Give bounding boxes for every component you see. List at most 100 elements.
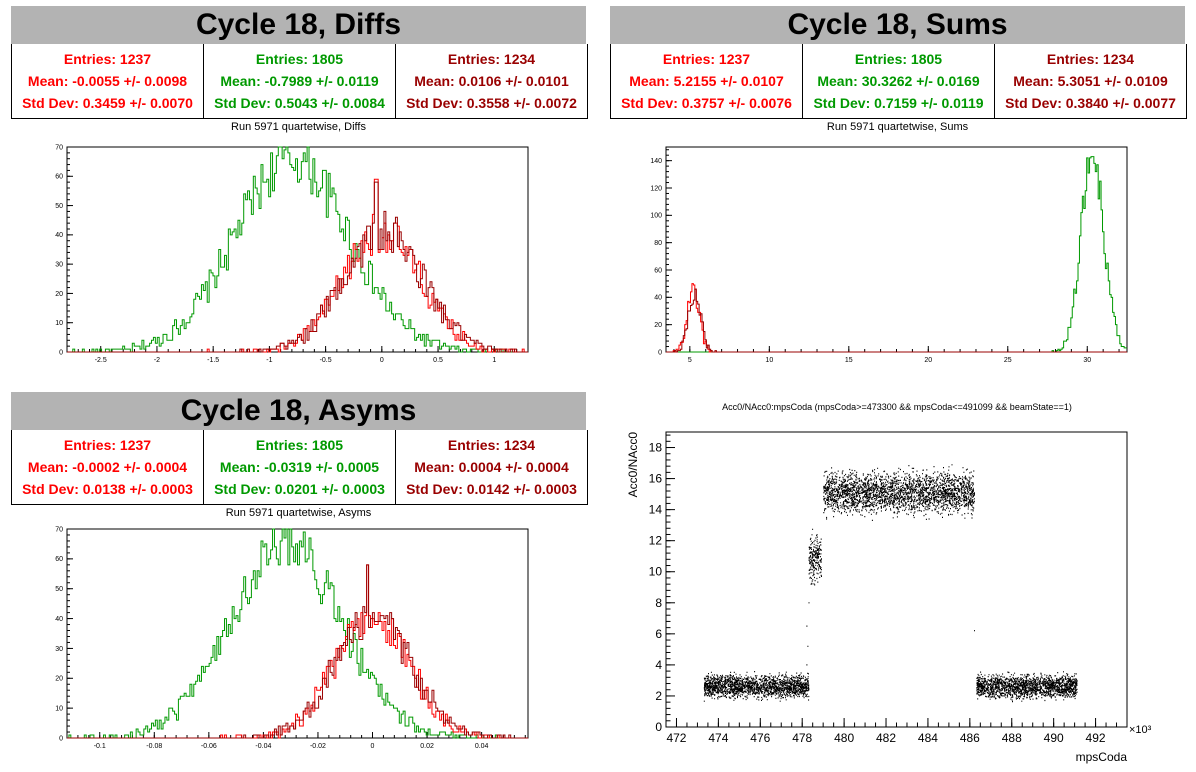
x-tick-label: 20 [924,357,932,364]
x-tick-label: 488 [1002,731,1022,745]
x-tick-label: 0.02 [420,743,434,750]
asyms-stats-col-1: Entries: 1237 Mean: -0.0002 +/- 0.0004 S… [12,430,204,504]
histogram-series-0 [666,156,1127,353]
asyms-banner: Cycle 18, Asyms [11,392,586,430]
y-axis-label: Acc0/NAcc0 [626,432,640,498]
stat-std: Std Dev: 0.0142 +/- 0.0003 [406,481,577,497]
x-tick-label: -1.5 [207,357,219,364]
y-tick-label: 30 [55,261,63,268]
histogram-series-2 [666,288,1127,353]
y-tick-label: 6 [655,627,662,641]
y-tick-label: 10 [55,320,63,327]
stat-entries: Entries: 1237 [63,51,152,67]
stat-mean: Mean: -0.0055 +/- 0.0098 [27,73,188,89]
y-tick-label: 140 [650,158,662,165]
y-tick-label: 60 [654,267,662,274]
sums-hist-title: Run 5971 quartetwise, Sums [826,121,969,133]
x-tick-label: 0 [380,357,384,364]
y-tick-label: 14 [649,503,663,517]
stat-std: Std Dev: 0.5043 +/- 0.0084 [214,95,385,111]
x-tick-label: -0.5 [320,357,332,364]
x-tick-label: 484 [918,731,938,745]
y-tick-label: 50 [55,203,63,210]
stat-mean: Mean: 0.0004 +/- 0.0004 [414,459,569,475]
scatter-title: Acc0/NAcc0:mpsCoda (mpsCoda>=473300 && m… [722,402,1072,412]
x-tick-label: 0.04 [475,743,489,750]
x-axis-multiplier: ×10³ [1129,724,1152,736]
x-tick-label: 10 [765,357,773,364]
x-tick-label: -0.06 [201,743,217,750]
y-tick-label: 120 [650,185,662,192]
diffs-stats-box: Entries: 1237 Mean: -0.0055 +/- 0.0098 S… [11,44,588,119]
stat-entries: Entries: 1805 [255,437,344,453]
x-tick-label: 0 [371,743,375,750]
y-tick-label: 16 [649,472,663,486]
y-tick-label: 2 [655,689,662,703]
sums-stats-col-2: Entries: 1805 Mean: 30.3262 +/- 0.0169 S… [803,44,995,118]
stat-std: Std Dev: 0.7159 +/- 0.0119 [813,95,984,111]
x-tick-label: -0.08 [146,743,162,750]
stat-entries: Entries: 1234 [447,51,536,67]
histogram-series-2 [67,564,528,739]
histogram-series-1 [67,564,528,739]
y-tick-label: 0 [59,349,63,356]
stat-std: Std Dev: 0.0201 +/- 0.0003 [214,481,385,497]
y-tick-label: 10 [55,705,63,712]
x-tick-label: -2.5 [95,357,107,364]
sums-banner: Cycle 18, Sums [610,6,1185,44]
y-tick-label: 0 [59,735,63,742]
histogram-series-1 [666,283,1127,353]
stat-std: Std Dev: 0.3840 +/- 0.0077 [1005,95,1176,111]
asyms-stats-col-3: Entries: 1234 Mean: 0.0004 +/- 0.0004 St… [396,430,587,504]
x-tick-label: 472 [666,731,686,745]
x-tick-label: 486 [960,731,980,745]
acc0-scatter-plot: 472 474 476 478 480 482 484 486 488 490 492 0 2 4 6 8 10… [626,431,1152,764]
x-tick-label: 490 [1044,731,1064,745]
y-tick-label: 40 [55,616,63,623]
asyms-stats-col-2: Entries: 1805 Mean: -0.0319 +/- 0.0005 S… [204,430,396,504]
diffs-stats-col-2: Entries: 1805 Mean: -0.7989 +/- 0.0119 S… [204,44,396,118]
stat-entries: Entries: 1805 [854,51,943,67]
y-tick-label: 20 [55,291,63,298]
sums-stats-col-3: Entries: 1234 Mean: 5.3051 +/- 0.0109 St… [995,44,1186,118]
stat-mean: Mean: -0.0319 +/- 0.0005 [219,459,380,475]
diffs-banner: Cycle 18, Diffs [11,6,586,44]
stat-mean: Mean: -0.7989 +/- 0.0119 [220,73,379,89]
stat-mean: Mean: 5.2155 +/- 0.0107 [629,73,784,89]
stat-entries: Entries: 1805 [255,51,344,67]
diffs-stats-col-1: Entries: 1237 Mean: -0.0055 +/- 0.0098 S… [12,44,204,118]
plot-frame [665,146,1128,353]
y-tick-label: 70 [55,144,63,151]
x-tick-label: 474 [708,731,728,745]
stat-std: Std Dev: 0.3558 +/- 0.0072 [406,95,577,111]
histogram-series-0 [67,146,528,353]
y-tick-label: 20 [55,676,63,683]
y-tick-label: 30 [55,646,63,653]
y-tick-label: 40 [55,232,63,239]
stat-mean: Mean: 0.0106 +/- 0.0101 [414,73,569,89]
y-tick-label: 100 [650,213,662,220]
y-tick-label: 60 [55,174,63,181]
plot-frame [66,146,529,353]
y-tick-label: 8 [655,596,662,610]
x-tick-label: -0.1 [94,743,106,750]
x-tick-label: 15 [845,357,853,364]
scatter-points [703,464,1078,703]
stat-mean: Mean: -0.0002 +/- 0.0004 [27,459,188,475]
stat-std: Std Dev: 0.3757 +/- 0.0076 [621,95,792,111]
y-tick-label: 0 [655,720,662,734]
stat-mean: Mean: 5.3051 +/- 0.0109 [1013,73,1168,89]
y-tick-label: 40 [654,295,662,302]
x-tick-label: -0.02 [310,743,326,750]
stat-std: Std Dev: 0.3459 +/- 0.0070 [22,95,193,111]
x-axis-label: mpsCoda [1076,750,1128,764]
x-tick-label: 476 [750,731,770,745]
x-tick-label: 480 [834,731,854,745]
x-tick-label: 492 [1086,731,1106,745]
histogram-series-2 [67,181,528,353]
sums-stats-col-1: Entries: 1237 Mean: 5.2155 +/- 0.0107 St… [611,44,803,118]
y-tick-label: 10 [649,565,663,579]
x-tick-label: 478 [792,731,812,745]
histogram-series-0 [67,528,528,739]
